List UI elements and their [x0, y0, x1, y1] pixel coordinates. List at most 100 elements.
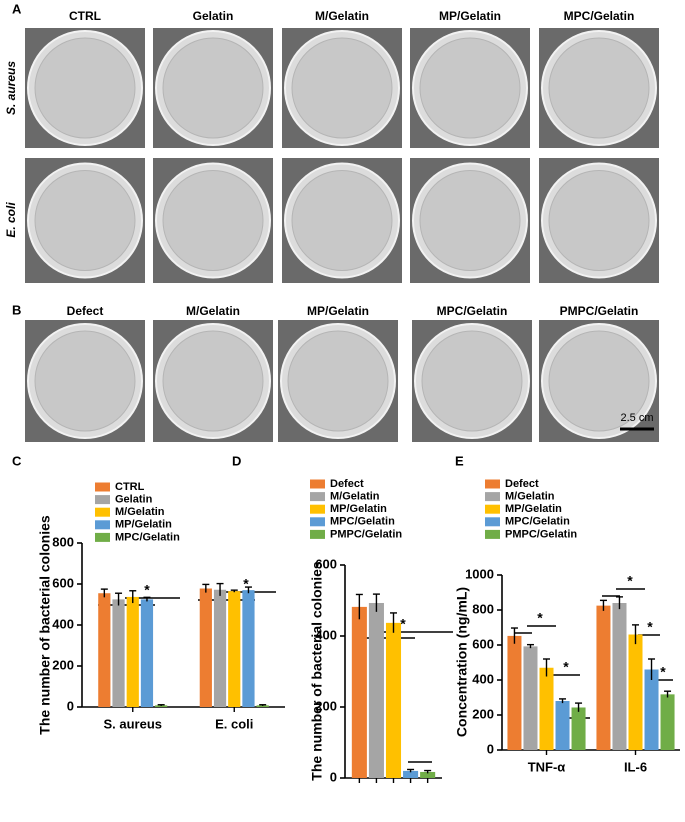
legend-swatch [95, 532, 110, 542]
legend-label: MP/Gelatin [115, 519, 172, 531]
y-axis-label: The number of bacterial colonies [309, 561, 325, 781]
error-bar [372, 593, 380, 612]
error-bar [244, 586, 252, 594]
bar [112, 599, 125, 707]
bar [507, 635, 522, 750]
legend-swatch [310, 529, 325, 539]
y-tick-label: 400 [52, 616, 74, 631]
row-label: S. aureus [4, 61, 18, 115]
legend-swatch [485, 529, 500, 539]
column-label: MPC/Gelatin [564, 9, 635, 23]
column-label: MP/Gelatin [439, 9, 501, 23]
agar [419, 170, 521, 271]
agar [162, 37, 264, 139]
agar [287, 330, 389, 432]
legend-swatch [310, 504, 325, 514]
agar [34, 170, 136, 271]
panel-label: B [12, 302, 21, 317]
column-label: PMPC/Gelatin [560, 304, 639, 318]
column-label: CTRL [69, 9, 101, 23]
legend-label: MPC/Gelatin [330, 516, 395, 528]
x-tick-label: IL-6 [624, 759, 647, 774]
bar [98, 593, 111, 707]
legend-swatch [310, 492, 325, 502]
error-bar [259, 704, 267, 706]
agar [162, 170, 264, 271]
x-tick-label: TNF-α [528, 759, 566, 774]
bar [539, 667, 554, 750]
legend-label: PMPC/Gelatin [330, 528, 402, 540]
legend-label: M/Gelatin [115, 506, 165, 518]
legend-swatch [485, 479, 500, 489]
error-bar [157, 704, 165, 706]
bar [155, 705, 168, 707]
error-bar [143, 596, 151, 602]
significance: * [537, 610, 543, 626]
error-bar [615, 596, 623, 610]
legend-label: PMPC/Gelatin [505, 528, 577, 540]
legend-swatch [95, 482, 110, 492]
legend-swatch [485, 517, 500, 527]
error-bar [632, 624, 639, 645]
column-label: M/Gelatin [186, 304, 240, 318]
significance: * [647, 619, 653, 635]
agar [548, 37, 650, 139]
column-label: Gelatin [193, 9, 234, 23]
y-tick-label: 0 [330, 769, 337, 784]
column-label: MPC/Gelatin [437, 304, 508, 318]
y-tick-label: 400 [315, 627, 337, 642]
agar [421, 330, 523, 432]
legend-swatch [310, 479, 325, 489]
x-tick-label: S. aureus [103, 716, 162, 731]
legend-swatch [95, 520, 110, 530]
significance: * [627, 573, 633, 589]
agar [548, 330, 650, 432]
legend-label: Defect [330, 478, 364, 490]
agar [291, 37, 393, 139]
row-label: E. coli [4, 202, 18, 238]
legend-label: Defect [505, 478, 539, 490]
y-tick-label: 0 [487, 741, 494, 756]
agar [548, 170, 650, 271]
error-bar [355, 593, 363, 620]
bar [571, 707, 586, 750]
legend-swatch [95, 507, 110, 517]
error-bar [664, 690, 672, 698]
legend-swatch [485, 492, 500, 502]
error-bar [526, 643, 534, 649]
y-tick-label: 600 [52, 575, 74, 590]
bar [242, 590, 255, 707]
agar [291, 170, 393, 271]
bar [660, 694, 675, 750]
legend-label: MPC/Gelatin [115, 531, 180, 543]
agar [162, 330, 264, 432]
legend-label: M/Gelatin [330, 491, 380, 503]
bar [403, 770, 419, 778]
bar [140, 599, 154, 707]
bar [351, 606, 367, 778]
bar [368, 602, 384, 778]
error-bar [559, 698, 567, 704]
y-tick-label: 200 [52, 657, 74, 672]
significance: * [563, 659, 569, 675]
bar [228, 591, 241, 707]
significance: * [144, 582, 150, 598]
panel-label: E [455, 453, 464, 468]
bar [199, 588, 212, 707]
legend-label: MP/Gelatin [505, 503, 562, 515]
bar [385, 622, 402, 778]
y-tick-label: 800 [472, 601, 494, 616]
column-label: MP/Gelatin [307, 304, 369, 318]
legend-label: MP/Gelatin [330, 503, 387, 515]
error-bar [424, 769, 432, 774]
legend-swatch [95, 495, 110, 505]
bar [256, 705, 269, 707]
x-tick-label: E. coli [215, 716, 253, 731]
bar [213, 589, 227, 707]
y-tick-label: 800 [52, 534, 74, 549]
error-bar [543, 658, 550, 677]
bar [555, 701, 570, 750]
column-label: M/Gelatin [315, 9, 369, 23]
